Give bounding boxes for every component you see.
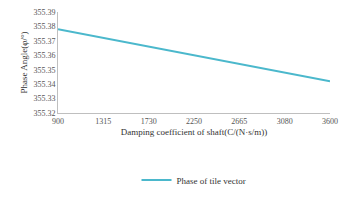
svg-text:355.37: 355.37 <box>33 37 55 46</box>
svg-text:355.33: 355.33 <box>33 94 55 103</box>
svg-text:3080: 3080 <box>277 117 293 126</box>
svg-text:355.36: 355.36 <box>33 51 55 60</box>
svg-text:1730: 1730 <box>141 117 157 126</box>
svg-text:Phase of tile vector: Phase of tile vector <box>177 176 246 186</box>
svg-text:Damping coefficient of shaft(C: Damping coefficient of shaft(C/(N·s/m)) <box>121 127 268 137</box>
svg-text:900: 900 <box>52 117 64 126</box>
svg-text:355.32: 355.32 <box>33 109 55 118</box>
svg-text:355.39: 355.39 <box>33 8 55 17</box>
svg-text:3600: 3600 <box>322 117 338 126</box>
svg-text:2250: 2250 <box>186 117 202 126</box>
svg-text:2665: 2665 <box>231 117 247 126</box>
svg-text:1315: 1315 <box>95 117 111 126</box>
svg-text:355.38: 355.38 <box>33 22 55 31</box>
svg-text:355.34: 355.34 <box>33 80 55 89</box>
svg-text:355.35: 355.35 <box>33 66 55 75</box>
svg-text:Phase Angle(φ/°): Phase Angle(φ/°) <box>19 31 29 93</box>
